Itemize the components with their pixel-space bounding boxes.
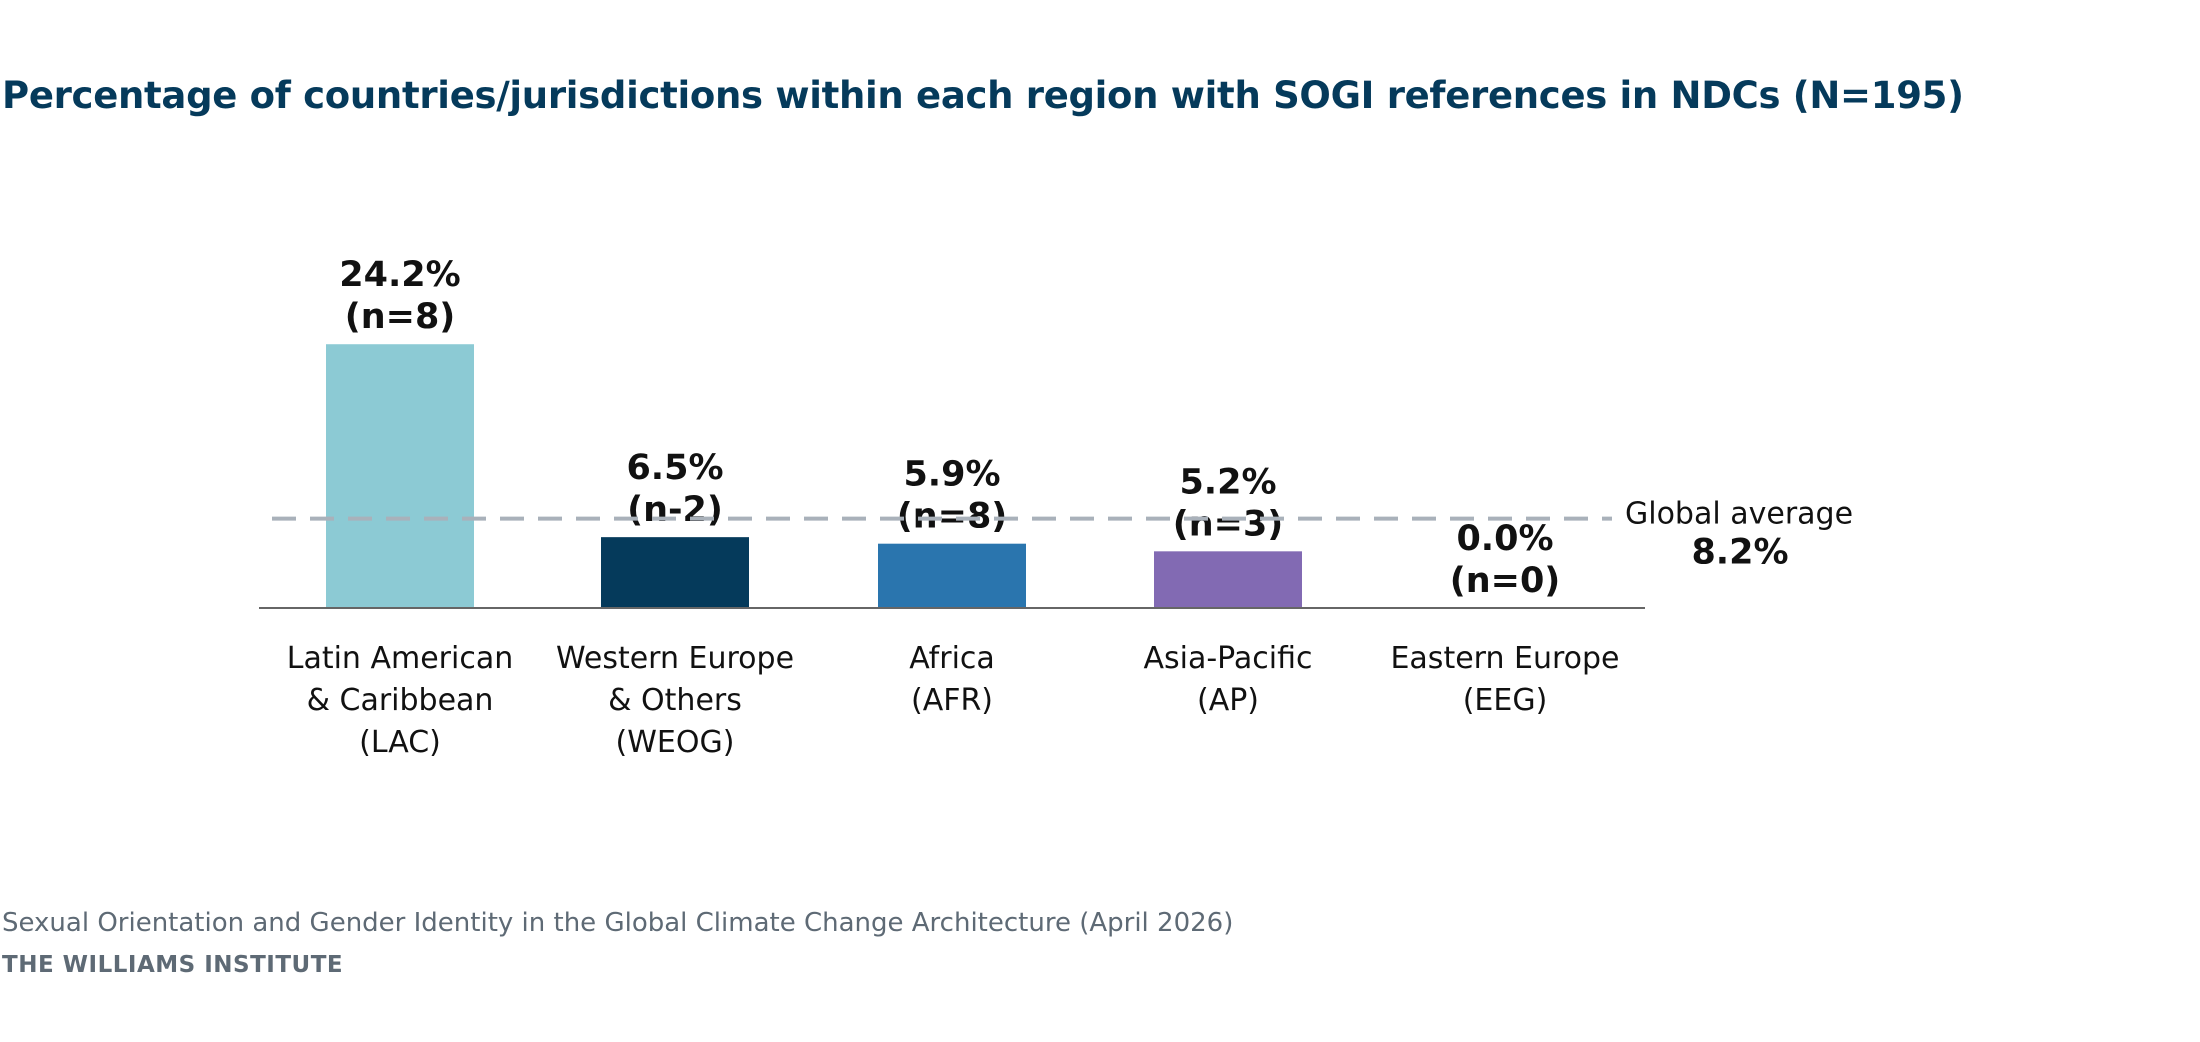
bar: [326, 344, 474, 608]
n-label: (n=8): [897, 497, 1008, 537]
n-label: (n=8): [345, 297, 456, 337]
value-label: 5.9%: [903, 455, 1000, 495]
category-label: Asia-Pacific: [1143, 641, 1312, 676]
category-label: (EEG): [1463, 683, 1548, 718]
category-label: Africa: [909, 641, 995, 676]
bar: [878, 543, 1026, 608]
n-label: (n=0): [1450, 561, 1561, 601]
chart-title: Percentage of countries/jurisdictions wi…: [2, 74, 1964, 117]
category-label: & Others: [608, 683, 742, 718]
category-label: (AP): [1197, 683, 1259, 718]
category-label: (AFR): [911, 683, 993, 718]
category-label: & Caribbean: [307, 683, 494, 718]
bar: [1154, 551, 1302, 608]
value-label: 24.2%: [339, 255, 460, 295]
category-label: (WEOG): [616, 725, 735, 760]
bar: [601, 537, 749, 608]
footer-source: Sexual Orientation and Gender Identity i…: [2, 908, 1234, 938]
n-label: (n=3): [1173, 504, 1284, 544]
value-label: 6.5%: [626, 448, 723, 488]
category-label: Latin American: [287, 641, 514, 676]
value-label: 5.2%: [1179, 462, 1276, 502]
value-label: 0.0%: [1456, 519, 1553, 559]
category-label: Western Europe: [556, 641, 794, 676]
n-label: (n-2): [627, 490, 723, 530]
footer-organization: THE WILLIAMS INSTITUTE: [2, 952, 344, 978]
global-average-label: Global average: [1625, 497, 1853, 532]
global-average-value: 8.2%: [1691, 533, 1788, 573]
category-label: Eastern Europe: [1390, 641, 1619, 676]
category-label: (LAC): [359, 725, 441, 760]
